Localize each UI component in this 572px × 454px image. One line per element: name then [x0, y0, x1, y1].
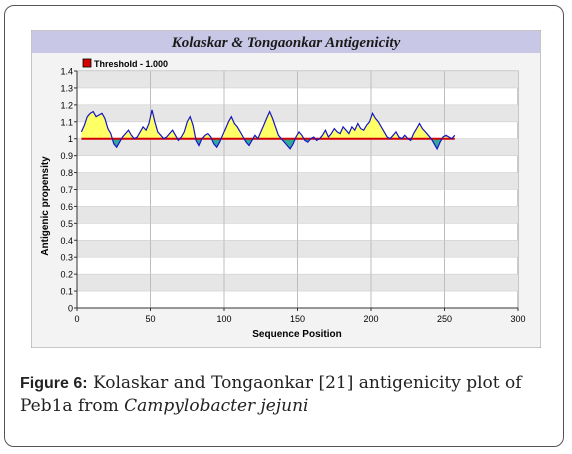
y-tick-label: 0 [68, 304, 73, 314]
y-tick-label: 0.2 [60, 270, 73, 280]
chart-container: Kolaskar & Tongaonkar Antigenicity 0 0.1 0… [31, 30, 541, 348]
legend-label: Threshold - 1.000 [94, 59, 168, 69]
series-line [80, 109, 456, 151]
y-tick-label: 1 [68, 134, 73, 144]
x-tick-label: 0 [74, 314, 79, 324]
y-tick-label: 0.3 [60, 253, 73, 263]
title-bar [32, 31, 540, 53]
y-tick-label: 1.2 [60, 100, 73, 110]
x-tick-label: 150 [290, 314, 305, 324]
y-tick-label: 0.7 [60, 185, 73, 195]
y-tick-label: 0.9 [60, 151, 73, 161]
x-tick-label: 250 [437, 314, 452, 324]
chart-svg: Kolaskar & Tongaonkar Antigenicity 00.10… [31, 30, 541, 348]
x-tick-label: 300 [510, 314, 525, 324]
x-tick-label: 200 [363, 314, 378, 324]
figure-label: Figure 6: [20, 375, 88, 392]
x-tick-label: 100 [216, 314, 231, 324]
caption-text: Kolaskar and Tongaonkar [21] antigenicit… [20, 373, 522, 416]
x-axis-label: Sequence Position [252, 329, 341, 340]
y-tick-label: 0.5 [60, 219, 73, 229]
y-tick-label: 0.1 [60, 287, 73, 297]
y-tick-label: 0.6 [60, 202, 73, 212]
fill-above-threshold [81, 109, 455, 139]
y-tick-label: 0.4 [60, 236, 73, 246]
chart-title: Kolaskar & Tongaonkar Antigenicity [171, 35, 401, 51]
y-tick-label: 1.3 [60, 83, 73, 93]
legend-swatch [82, 58, 92, 68]
figure-caption: Figure 6: Kolaskar and Tongaonkar [21] a… [20, 372, 560, 417]
y-tick-label: 1.1 [60, 117, 73, 127]
plot-area: 0 0.1 0.2 0.3 0.4 0.5 0.6 0.7 0.8 0.9 1 1.1 1.2 1.3 1.… [60, 67, 525, 325]
legend: Threshold - 1.000 [82, 58, 168, 69]
y-axis-label: Antigenic propensity [40, 156, 51, 256]
y-tick-label: 1.4 [60, 67, 73, 77]
y-tick-label: 0.8 [60, 168, 73, 178]
x-tick-label: 50 [145, 314, 155, 324]
species-name: Campylobacter jejuni [124, 396, 309, 416]
